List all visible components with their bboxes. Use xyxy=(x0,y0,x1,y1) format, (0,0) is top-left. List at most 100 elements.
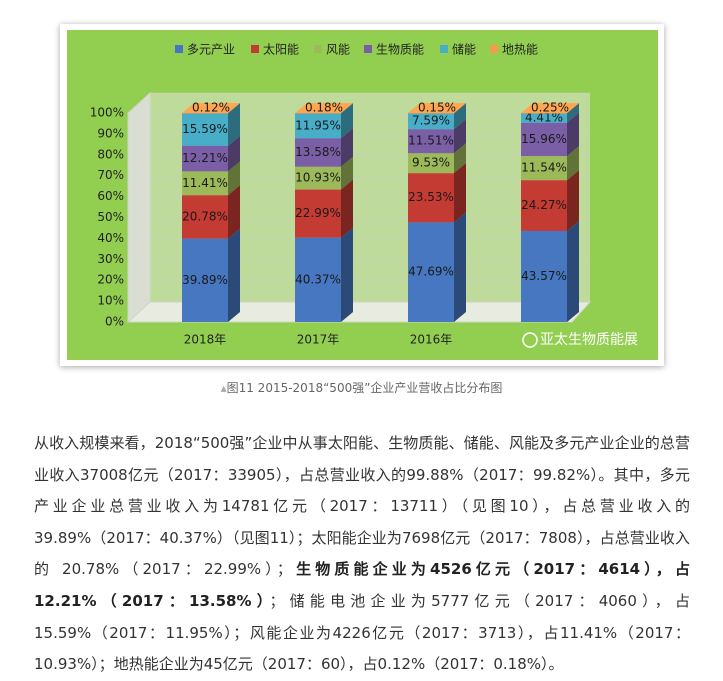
bar-front xyxy=(182,195,228,239)
data-label: 9.53% xyxy=(412,156,450,170)
bar-side xyxy=(341,156,353,190)
bar-side xyxy=(454,163,466,223)
data-label: 0.15% xyxy=(418,101,456,115)
bar-side xyxy=(341,103,353,114)
bar-front xyxy=(295,189,341,238)
data-label: 15.59% xyxy=(182,122,228,136)
bar-front xyxy=(521,122,567,157)
bar-front xyxy=(182,145,228,172)
y-tick-label: 70% xyxy=(97,168,124,182)
caption: ▴图11 2015-2018“500强”企业产业营收占比分布图 xyxy=(220,381,503,395)
bar-front xyxy=(295,166,341,190)
watermark: 亚太生物质能展 xyxy=(540,332,638,348)
legend-swatch xyxy=(251,45,259,53)
bar-side xyxy=(454,212,466,322)
text: ；储能电池企业为5777亿元（2017：4060），占15.59%（2017：1… xyxy=(34,591,690,674)
caption-text: 图11 2015-2018“500强”企业产业营收占比分布图 xyxy=(226,381,503,395)
data-label: 15.96% xyxy=(521,132,567,146)
paragraph: 从收入规模来看，2018“500强”企业中从事太阳能、生物质能、储能、风能及多元… xyxy=(34,428,690,681)
legend-label: 生物质能 xyxy=(376,43,424,57)
x-tick-label: 2016年 xyxy=(410,333,453,347)
bar-side xyxy=(228,103,240,146)
watermark-icon xyxy=(522,332,538,348)
bar-side xyxy=(567,112,579,157)
bar-front xyxy=(408,222,454,322)
y-tick-label: 30% xyxy=(97,252,124,266)
bar-front xyxy=(521,113,567,123)
bar-side xyxy=(567,146,579,181)
bar-segment xyxy=(521,103,579,114)
y-tick-label: 50% xyxy=(97,210,124,224)
data-label: 40.37% xyxy=(295,272,341,286)
bar-side xyxy=(454,143,466,174)
bar-side xyxy=(341,227,353,322)
bar-side xyxy=(228,161,240,196)
data-label: 0.18% xyxy=(305,101,343,115)
data-label: 23.53% xyxy=(408,190,454,204)
bar-segment xyxy=(408,103,466,114)
bar-side xyxy=(228,228,240,322)
legend-swatch xyxy=(175,45,183,53)
legend-swatch xyxy=(490,45,498,53)
y-tick-label: 40% xyxy=(97,231,124,245)
legend-label: 太阳能 xyxy=(263,42,299,57)
data-label: 11.51% xyxy=(408,134,454,148)
bar-front xyxy=(521,156,567,181)
legend-swatch xyxy=(440,45,448,53)
bar-side xyxy=(341,103,353,139)
y-tick-label: 0% xyxy=(105,315,124,329)
legend-label: 多元产业 xyxy=(187,43,235,57)
bar-side xyxy=(228,135,240,172)
data-label: 11.54% xyxy=(521,161,567,175)
bar-top xyxy=(521,103,579,113)
text: 从收入规模来看，2018“500强”企业中从事太阳能、生物质能、储能、风能及多元… xyxy=(34,434,690,579)
data-label: 4.41% xyxy=(525,111,563,125)
bar-segment xyxy=(182,103,240,114)
bar-front xyxy=(408,173,454,223)
data-label: 20.78% xyxy=(182,209,228,223)
bar-front xyxy=(182,238,228,322)
bar-side xyxy=(228,185,240,239)
bar-side xyxy=(341,179,353,238)
bar-side xyxy=(567,103,579,123)
bar-front xyxy=(521,230,567,322)
y-tick-label: 90% xyxy=(97,126,124,140)
legend-label: 风能 xyxy=(326,43,350,57)
chart: 0% 10% 20% 30% 40% 50% 60% 70% 80% 90% 100% 多元产业 太阳能… xyxy=(67,30,658,360)
data-label: 10.93% xyxy=(295,171,341,185)
data-label: 11.41% xyxy=(182,176,228,190)
bar-side xyxy=(454,119,466,154)
bar-top xyxy=(182,103,240,113)
bar-front xyxy=(295,113,341,139)
bar-side xyxy=(454,103,466,114)
bar-front xyxy=(408,153,454,174)
bar-front xyxy=(521,113,567,114)
y-tick-label: 10% xyxy=(97,294,124,308)
data-label: 43.57% xyxy=(521,269,567,283)
data-label: 24.27% xyxy=(521,198,567,212)
x-tick-label: 2017年 xyxy=(297,333,340,347)
data-label: 11.95% xyxy=(295,118,341,132)
legend-label: 储能 xyxy=(452,42,476,57)
bar-front xyxy=(295,237,341,322)
bar-segment xyxy=(295,179,353,238)
bar-front xyxy=(182,113,228,114)
data-label: 22.99% xyxy=(295,206,341,220)
bar-front xyxy=(182,171,228,196)
bar-side xyxy=(567,103,579,114)
data-label: 47.69% xyxy=(408,265,454,279)
bar-side xyxy=(454,103,466,130)
data-label: 0.25% xyxy=(531,101,569,115)
x-tick-label: 2018年 xyxy=(184,333,227,347)
y-tick-label: 20% xyxy=(97,273,124,287)
bar-side xyxy=(228,103,240,114)
bar-front xyxy=(408,113,454,114)
bar-side xyxy=(567,220,579,322)
bold-text: 生物质能企业为4526亿元（2017：4614），占12.21%（2017：13… xyxy=(34,560,690,610)
side-wall xyxy=(127,91,151,324)
bar-front xyxy=(521,180,567,231)
data-label: 13.58% xyxy=(295,145,341,159)
bar-side xyxy=(341,128,353,167)
y-tick-label: 80% xyxy=(97,147,124,161)
